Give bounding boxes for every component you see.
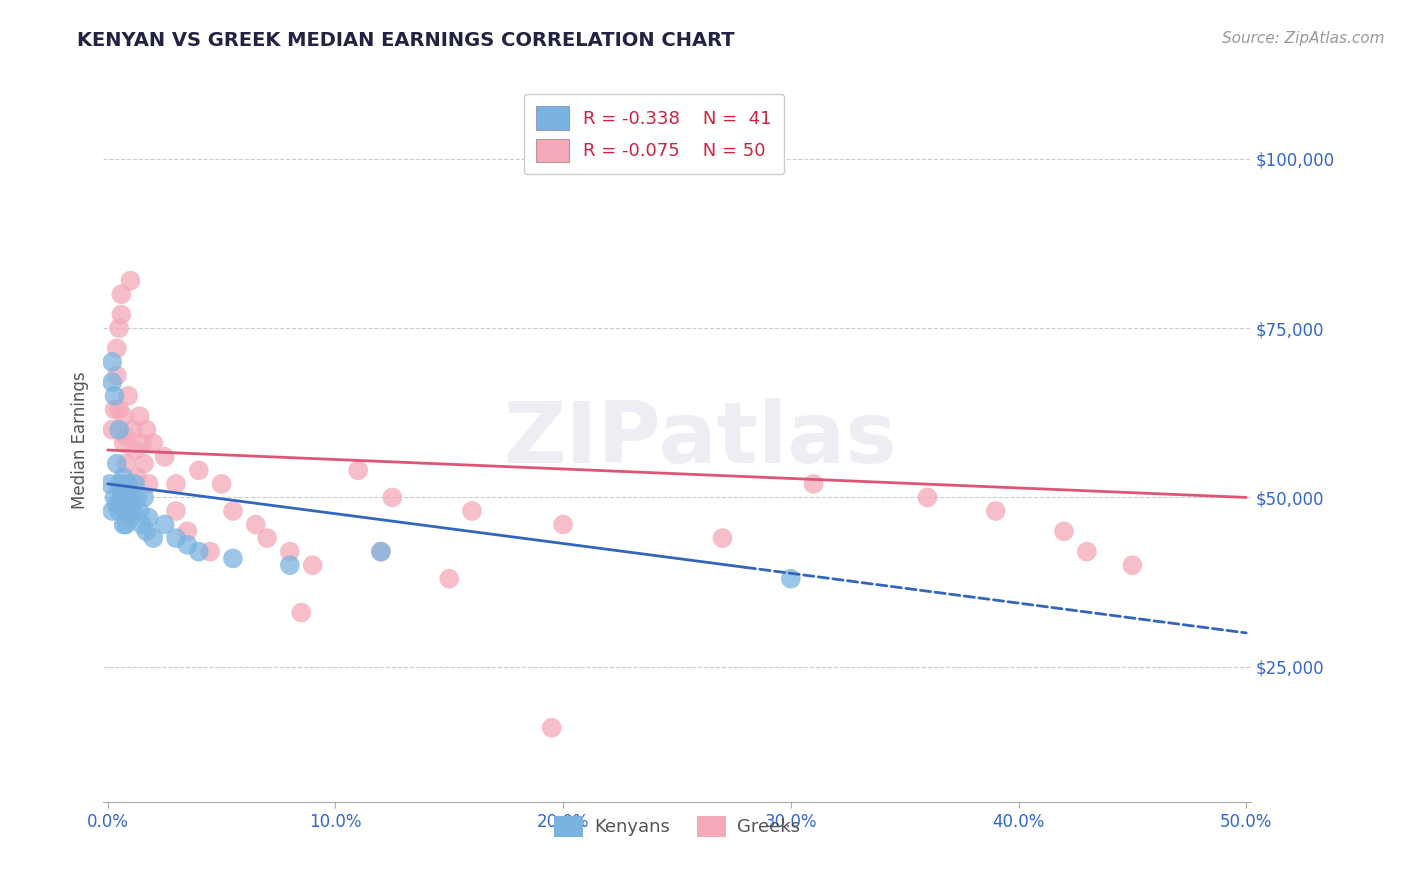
Point	[127, 491, 149, 505]
Point	[138, 476, 160, 491]
Text: ZIPatlas: ZIPatlas	[503, 399, 897, 482]
Point	[115, 429, 138, 443]
Point	[779, 572, 801, 586]
Point	[153, 517, 176, 532]
Legend: Kenyans, Greeks: Kenyans, Greeks	[547, 809, 807, 844]
Point	[101, 355, 124, 369]
Point	[461, 504, 484, 518]
Point	[370, 544, 392, 558]
Point	[222, 504, 245, 518]
Point	[278, 544, 301, 558]
Point	[138, 510, 160, 524]
Point	[112, 470, 135, 484]
Point	[120, 497, 142, 511]
Point	[290, 606, 312, 620]
Point	[117, 504, 139, 518]
Point	[108, 423, 131, 437]
Point	[131, 436, 153, 450]
Point	[103, 402, 125, 417]
Text: Source: ZipAtlas.com: Source: ZipAtlas.com	[1222, 31, 1385, 46]
Point	[101, 423, 124, 437]
Point	[115, 491, 138, 505]
Point	[112, 436, 135, 450]
Point	[153, 450, 176, 464]
Point	[112, 497, 135, 511]
Point	[245, 517, 267, 532]
Point	[1053, 524, 1076, 539]
Point	[121, 423, 143, 437]
Point	[127, 470, 149, 484]
Point	[540, 721, 562, 735]
Point	[1121, 558, 1143, 573]
Point	[370, 544, 392, 558]
Point	[108, 321, 131, 335]
Point	[108, 402, 131, 417]
Point	[105, 497, 128, 511]
Point	[135, 524, 157, 539]
Point	[115, 504, 138, 518]
Point	[1076, 544, 1098, 558]
Point	[101, 504, 124, 518]
Point	[124, 443, 146, 458]
Point	[110, 308, 132, 322]
Y-axis label: Median Earnings: Median Earnings	[72, 371, 89, 508]
Point	[347, 463, 370, 477]
Point	[142, 436, 165, 450]
Point	[105, 368, 128, 383]
Point	[124, 476, 146, 491]
Point	[198, 544, 221, 558]
Point	[110, 491, 132, 505]
Point	[176, 538, 198, 552]
Point	[187, 544, 209, 558]
Point	[121, 504, 143, 518]
Point	[110, 483, 132, 498]
Point	[165, 531, 187, 545]
Point	[551, 517, 574, 532]
Point	[115, 517, 138, 532]
Point	[917, 491, 939, 505]
Point	[381, 491, 404, 505]
Point	[176, 524, 198, 539]
Point	[120, 274, 142, 288]
Point	[135, 423, 157, 437]
Point	[108, 476, 131, 491]
Point	[117, 389, 139, 403]
Point	[301, 558, 323, 573]
Point	[131, 517, 153, 532]
Point	[165, 504, 187, 518]
Point	[439, 572, 461, 586]
Point	[117, 476, 139, 491]
Point	[984, 504, 1007, 518]
Point	[112, 409, 135, 424]
Point	[103, 389, 125, 403]
Text: KENYAN VS GREEK MEDIAN EARNINGS CORRELATION CHART: KENYAN VS GREEK MEDIAN EARNINGS CORRELAT…	[77, 31, 735, 50]
Point	[120, 510, 142, 524]
Point	[115, 457, 138, 471]
Point	[110, 287, 132, 301]
Point	[103, 491, 125, 505]
Point	[187, 463, 209, 477]
Point	[222, 551, 245, 566]
Point	[211, 476, 233, 491]
Point	[165, 476, 187, 491]
Point	[142, 531, 165, 545]
Point	[101, 376, 124, 390]
Point	[105, 342, 128, 356]
Point	[128, 409, 150, 424]
Point	[803, 476, 825, 491]
Point	[128, 504, 150, 518]
Point	[98, 476, 121, 491]
Point	[278, 558, 301, 573]
Point	[134, 491, 156, 505]
Point	[134, 457, 156, 471]
Point	[256, 531, 278, 545]
Point	[112, 517, 135, 532]
Point	[108, 504, 131, 518]
Point	[105, 457, 128, 471]
Point	[120, 491, 142, 505]
Point	[711, 531, 734, 545]
